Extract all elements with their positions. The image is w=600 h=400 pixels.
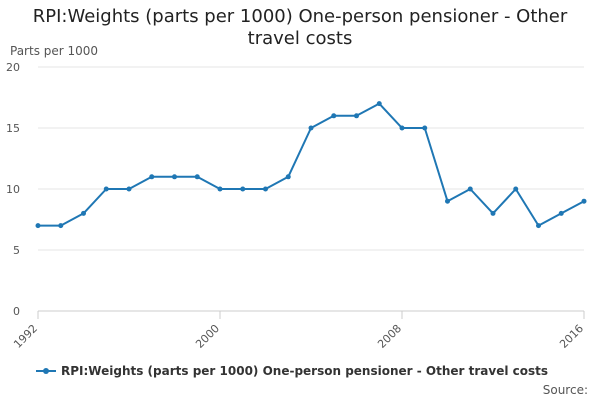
data-point-2006: [354, 113, 359, 119]
data-point-1996: [126, 186, 132, 192]
data-point-2008: [399, 125, 405, 131]
chart-title-line-1: RPI:Weights (parts per 1000) One-person …: [32, 6, 568, 27]
data-point-1995: [103, 186, 109, 192]
data-point-2000: [217, 186, 223, 192]
data-point-2001: [240, 186, 246, 192]
data-point-2011: [467, 186, 473, 192]
y-tick-label-15: 15: [6, 122, 20, 135]
data-point-2014: [536, 223, 541, 229]
data-point-1994: [81, 210, 86, 216]
x-tick-label-2016: 2016: [557, 322, 586, 351]
data-point-2013: [513, 186, 519, 192]
y-tick-label-5: 5: [13, 244, 20, 257]
series-line-0: [38, 102, 585, 227]
data-point-1992: [35, 223, 41, 229]
data-point-2003: [285, 174, 291, 180]
legend-label: RPI:Weights (parts per 1000) One-person …: [61, 364, 549, 378]
y-axis-label: Parts per 1000: [10, 44, 99, 58]
data-point-1998: [172, 174, 177, 180]
data-point-2002: [263, 186, 268, 192]
data-point-1999: [194, 174, 200, 180]
y-tick-label-10: 10: [6, 183, 20, 196]
data-point-2009: [422, 125, 428, 131]
y-tick-label-20: 20: [6, 61, 20, 74]
data-point-2012: [490, 210, 496, 216]
chart-title-line-2: travel costs: [247, 28, 353, 49]
data-point-2005: [331, 113, 337, 119]
chart-title: RPI:Weights (parts per 1000) One-person …: [0, 6, 600, 50]
legend[interactable]: RPI:Weights (parts per 1000) One-person …: [36, 364, 548, 378]
source-label: Source:: [542, 383, 588, 397]
legend-swatch-icon: [36, 365, 56, 377]
x-tick-label-2008: 2008: [375, 322, 404, 351]
data-point-2015: [558, 210, 564, 216]
data-point-2016: [581, 198, 587, 204]
y-tick-label-0: 0: [13, 305, 20, 318]
data-point-1993: [58, 223, 64, 229]
x-tick-label-2000: 2000: [193, 322, 222, 351]
data-point-1997: [149, 174, 155, 180]
data-point-2004: [308, 125, 314, 131]
data-point-2010: [445, 198, 450, 204]
x-tick-label-1992: 1992: [11, 322, 40, 351]
data-point-2007: [376, 101, 382, 107]
